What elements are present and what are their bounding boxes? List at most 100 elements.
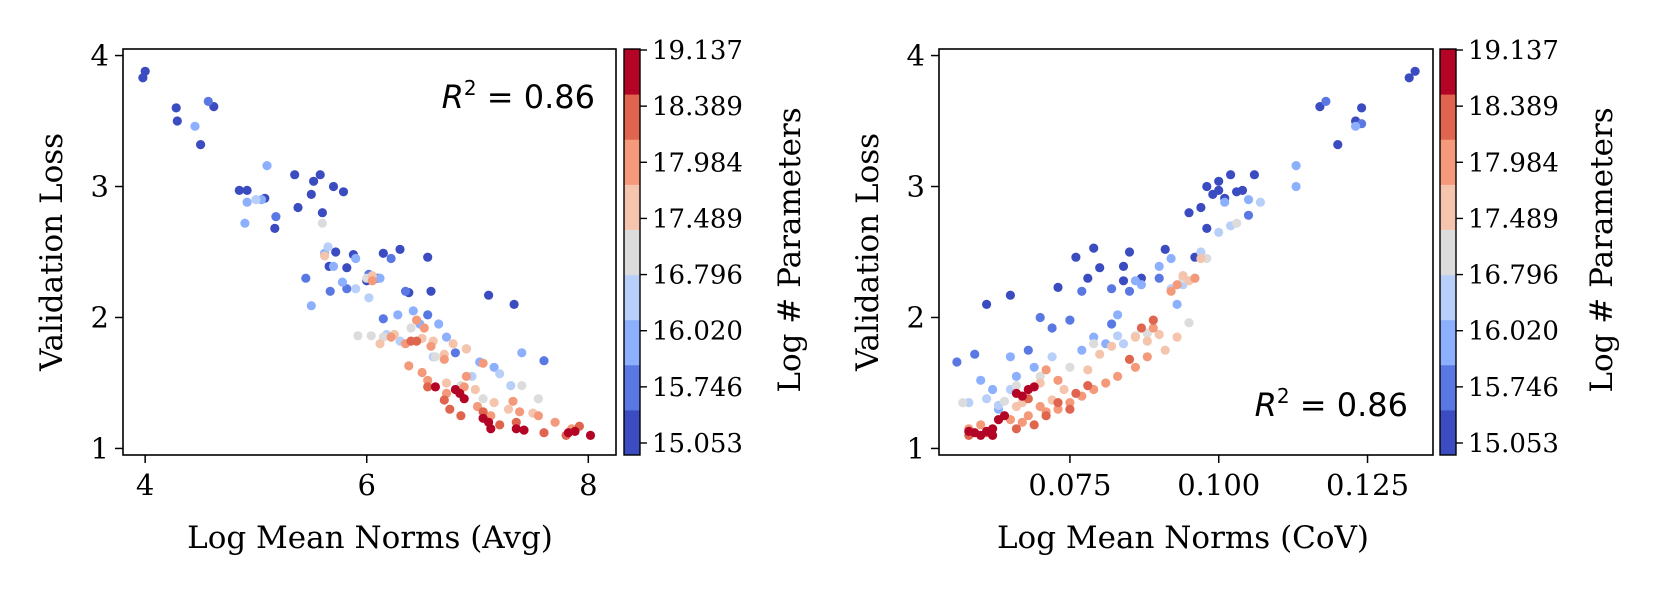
data-point bbox=[459, 382, 469, 392]
data-point bbox=[328, 181, 339, 192]
data-point bbox=[1053, 375, 1063, 385]
data-point bbox=[242, 185, 252, 195]
y-tick-label: 3 bbox=[91, 170, 109, 204]
data-point bbox=[1333, 140, 1343, 150]
data-point bbox=[1124, 247, 1135, 257]
data-point bbox=[1118, 276, 1129, 286]
data-point bbox=[1166, 286, 1176, 296]
data-point bbox=[351, 284, 361, 294]
data-point bbox=[1220, 197, 1230, 207]
data-point bbox=[1089, 243, 1099, 253]
data-point bbox=[1142, 352, 1152, 362]
data-point bbox=[301, 273, 311, 283]
data-point bbox=[412, 336, 422, 346]
data-point bbox=[1083, 381, 1093, 391]
data-point bbox=[1202, 223, 1212, 233]
x-axis-label: Log Mean Norms (CoV) bbox=[997, 520, 1369, 556]
data-point bbox=[1035, 401, 1045, 412]
data-point bbox=[1089, 339, 1099, 349]
data-point bbox=[508, 396, 518, 406]
scatter-plot-cov: 0.075 0.100 0.125 1 2 3 4 Log Mean Norms (CoV)… bbox=[850, 36, 1620, 556]
data-point bbox=[570, 426, 580, 436]
data-point bbox=[509, 299, 519, 309]
data-point bbox=[489, 362, 499, 372]
data-point bbox=[140, 66, 150, 76]
data-point bbox=[317, 208, 327, 218]
data-point bbox=[1291, 161, 1301, 171]
data-point bbox=[1107, 319, 1117, 329]
data-point bbox=[171, 103, 181, 113]
data-point bbox=[445, 404, 455, 414]
data-point bbox=[1118, 339, 1129, 349]
x-tick-label: 4 bbox=[136, 468, 154, 502]
data-point bbox=[478, 394, 488, 404]
data-point bbox=[1089, 332, 1099, 342]
data-point bbox=[1095, 263, 1105, 273]
data-point bbox=[1172, 280, 1182, 290]
colorbar-tick-label: 17.489 bbox=[1468, 204, 1559, 234]
r-squared-annotation: R2 = 0.86 bbox=[442, 76, 595, 116]
colorbar-tick-label: 15.746 bbox=[1468, 373, 1559, 403]
colorbar-tick-label: 17.489 bbox=[652, 204, 743, 234]
colorbar-tick-label: 17.984 bbox=[1468, 148, 1559, 178]
data-point bbox=[1053, 398, 1063, 408]
data-point bbox=[517, 348, 527, 358]
data-point bbox=[353, 331, 363, 341]
data-point bbox=[430, 352, 440, 362]
colorbar-tick-label: 16.796 bbox=[1468, 261, 1559, 291]
data-point bbox=[517, 381, 527, 391]
data-point bbox=[976, 420, 986, 430]
data-point bbox=[1166, 253, 1176, 264]
data-point bbox=[423, 382, 433, 392]
data-point bbox=[478, 358, 488, 368]
colorbar: 19.137 18.389 17.984 17.489 16.796 16.020 15.7… bbox=[623, 36, 743, 459]
data-point bbox=[1357, 103, 1367, 113]
data-point bbox=[1023, 411, 1033, 421]
data-point bbox=[1184, 318, 1194, 328]
data-point bbox=[1047, 352, 1057, 362]
data-point bbox=[1190, 273, 1200, 283]
points-layer bbox=[952, 66, 1420, 440]
data-point bbox=[495, 369, 505, 379]
data-point bbox=[434, 319, 444, 329]
data-point bbox=[306, 301, 316, 311]
data-point bbox=[328, 261, 339, 271]
axis-ticks: 0.075 0.100 0.125 1 2 3 4 bbox=[907, 39, 1409, 502]
data-point bbox=[1196, 253, 1206, 264]
y-tick-label: 2 bbox=[91, 300, 109, 334]
data-point bbox=[1071, 388, 1081, 398]
data-point bbox=[1065, 315, 1075, 325]
data-point bbox=[172, 116, 182, 126]
data-point bbox=[533, 411, 544, 421]
data-point bbox=[342, 263, 352, 273]
colorbar-band bbox=[624, 229, 640, 276]
data-point bbox=[484, 290, 494, 300]
data-point bbox=[1154, 273, 1164, 283]
data-point bbox=[315, 170, 325, 180]
r2-symbol: R bbox=[1255, 386, 1277, 424]
data-point bbox=[506, 381, 516, 391]
data-point bbox=[293, 202, 303, 213]
data-point bbox=[203, 96, 213, 106]
data-point bbox=[1083, 365, 1093, 375]
data-point bbox=[486, 424, 496, 434]
colorbar-tick-label: 15.053 bbox=[1468, 429, 1559, 459]
data-point bbox=[1071, 252, 1081, 262]
data-point bbox=[1113, 371, 1123, 381]
data-point bbox=[1011, 388, 1022, 398]
data-point bbox=[1184, 208, 1194, 218]
data-point bbox=[1011, 381, 1022, 391]
colorbar-band bbox=[1440, 274, 1456, 321]
data-point bbox=[1083, 273, 1093, 283]
colorbar-band bbox=[624, 364, 640, 411]
data-point bbox=[1148, 315, 1158, 325]
data-point bbox=[342, 284, 352, 294]
data-point bbox=[964, 426, 974, 436]
colorbar-frame bbox=[1439, 48, 1457, 456]
colorbar-tick-label: 18.389 bbox=[652, 92, 743, 122]
data-point bbox=[251, 195, 261, 205]
data-point bbox=[1011, 371, 1022, 381]
data-point bbox=[461, 371, 471, 381]
data-point bbox=[1029, 420, 1039, 430]
